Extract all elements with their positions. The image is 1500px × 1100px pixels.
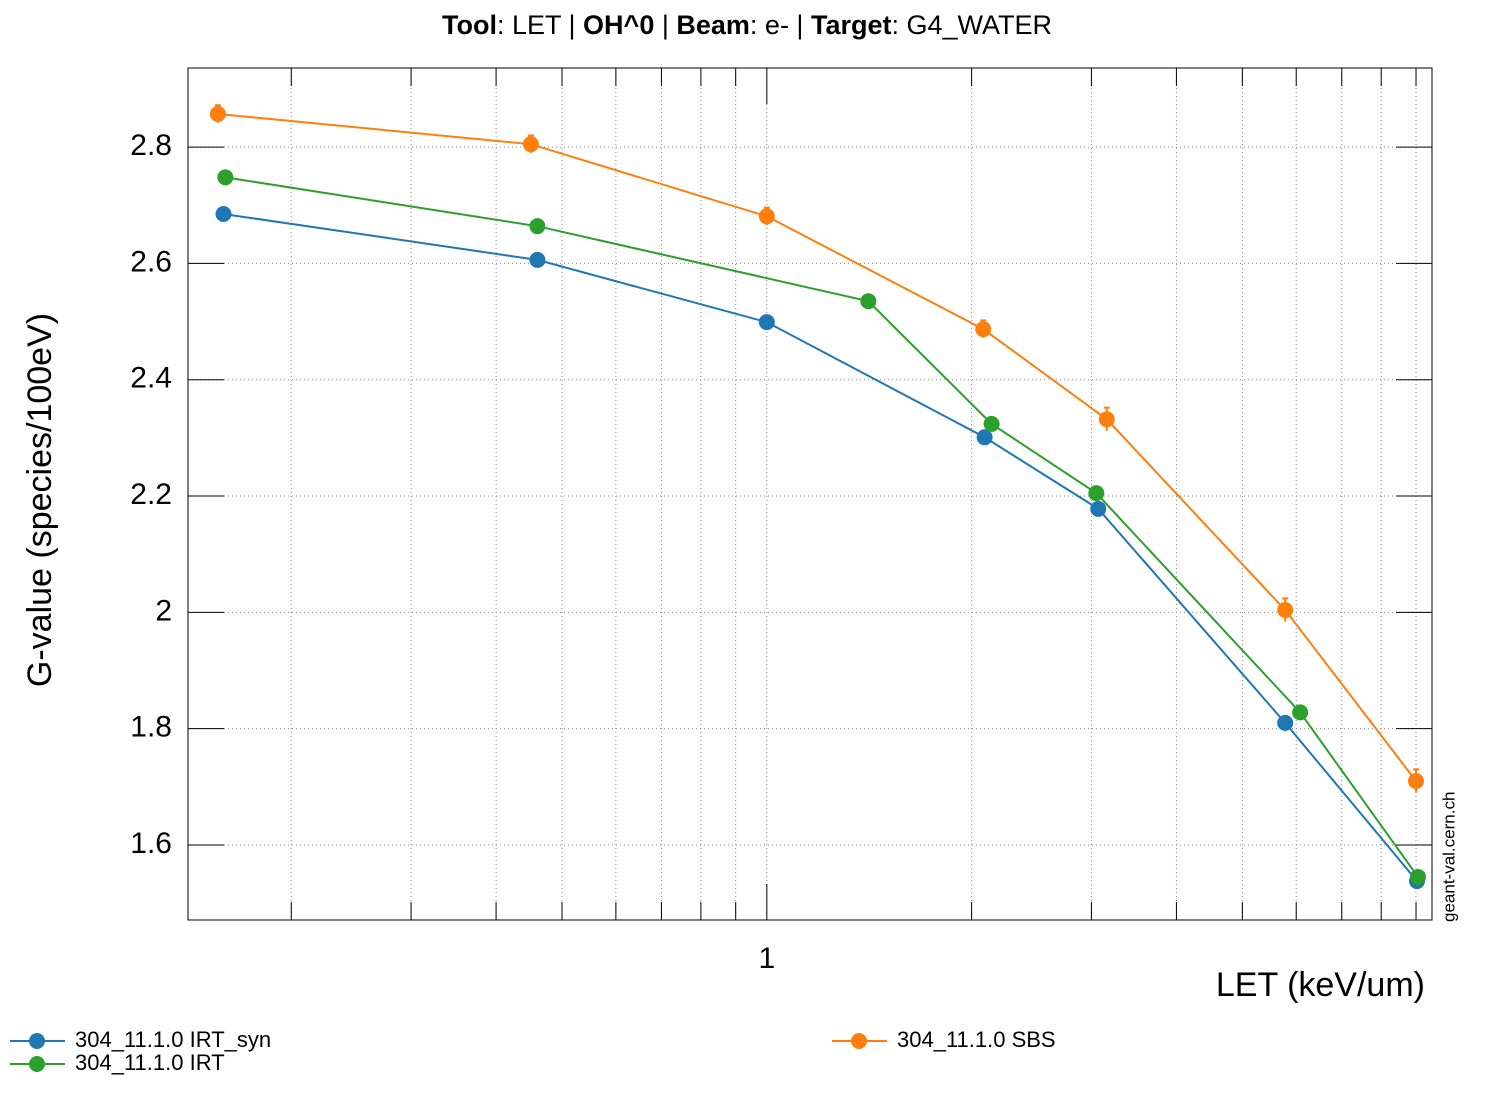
data-point [1277,714,1294,731]
title-part: Target [811,10,892,40]
data-point [209,105,226,122]
data-point [1408,773,1425,790]
y-tick-label: 1.6 [130,827,172,860]
title-part: : e- | [750,10,811,40]
y-axis-label: G-value (species/100eV) [21,313,59,687]
legend-marker [851,1033,867,1049]
data-point [1098,411,1115,428]
legend-label: 304_11.1.0 SBS [897,1027,1056,1052]
data-point [758,314,775,331]
data-point [1292,704,1309,721]
data-point [1090,500,1107,517]
data-point [215,205,232,222]
title-part: : G4_WATER [891,10,1052,40]
data-point [975,321,992,338]
title-part: | [654,10,676,40]
data-point [522,136,539,153]
title-part: Beam [676,10,750,40]
data-point [758,208,775,225]
data-point [1088,485,1105,502]
legend-label: 304_11.1.0 IRT_syn [75,1027,271,1052]
data-point [860,293,877,310]
watermark: geant-val.cern.ch [1439,792,1458,922]
y-tick-label: 2.6 [130,245,172,278]
y-tick-label: 2.2 [130,478,172,511]
chart-title: Tool: LET | OH^0 | Beam: e- | Target: G4… [442,10,1052,40]
data-point [1277,602,1294,619]
legend-marker [29,1056,45,1072]
title-part: : LET | [497,10,583,40]
plot-frame [187,67,1433,921]
y-tick-label: 2.4 [130,362,172,395]
y-tick-label: 1.8 [130,711,172,744]
data-point [1409,868,1426,885]
data-point [983,415,1000,432]
title-part: OH^0 [583,10,654,40]
x-tick-label: 1 [758,942,775,975]
legend-marker [29,1033,45,1049]
data-point [529,218,546,235]
y-tick-label: 2 [155,594,172,627]
data-point [217,169,234,186]
y-tick-label: 2.8 [130,129,172,162]
title-part: Tool [442,10,497,40]
data-point [976,429,993,446]
data-point [529,251,546,268]
x-axis-label: LET (keV/um) [1216,966,1425,1004]
legend-label: 304_11.1.0 IRT [75,1050,225,1075]
